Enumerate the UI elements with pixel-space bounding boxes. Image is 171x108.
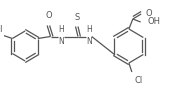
Text: H: H bbox=[58, 25, 64, 33]
Text: O: O bbox=[146, 9, 152, 17]
Text: OH: OH bbox=[148, 17, 161, 26]
Text: N: N bbox=[86, 37, 92, 47]
Text: H: H bbox=[86, 25, 92, 33]
Text: Cl: Cl bbox=[135, 76, 143, 85]
Text: I: I bbox=[0, 25, 2, 33]
Text: N: N bbox=[58, 37, 64, 47]
Text: O: O bbox=[45, 11, 52, 21]
Text: S: S bbox=[74, 13, 80, 21]
